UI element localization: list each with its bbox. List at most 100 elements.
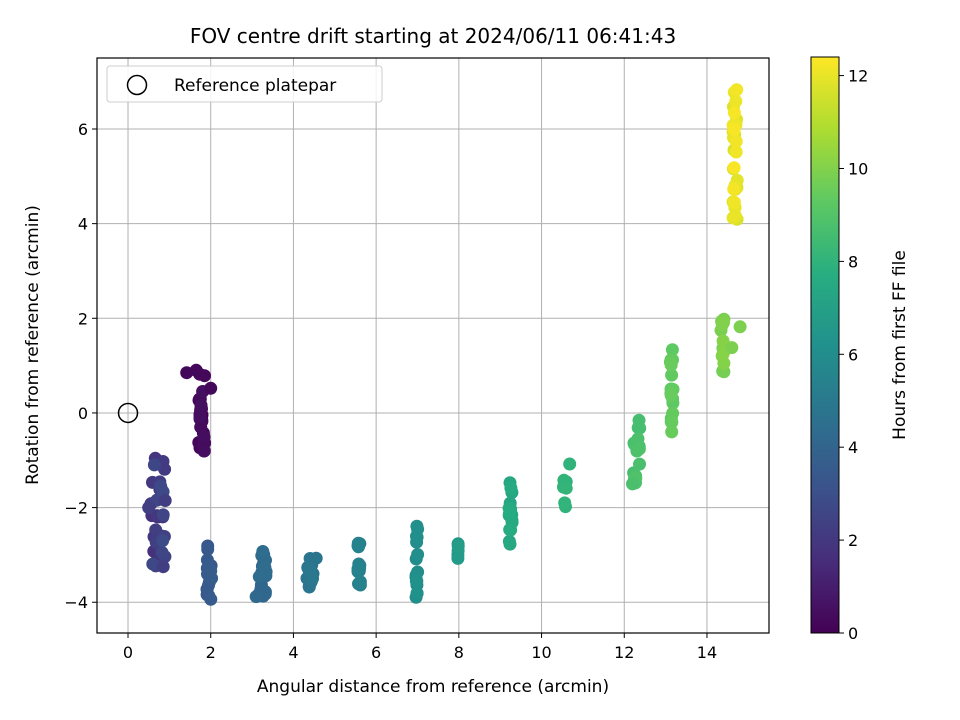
data-point (193, 410, 207, 424)
data-point (665, 343, 679, 357)
data-point (302, 563, 316, 577)
data-point (717, 356, 731, 370)
data-point (156, 508, 170, 522)
data-point (631, 432, 645, 446)
colorbar-gradient (810, 56, 840, 634)
data-point (665, 425, 679, 439)
data-point (451, 551, 465, 565)
data-point (727, 122, 741, 136)
data-point (632, 442, 646, 456)
data-point (729, 94, 743, 108)
data-point (351, 562, 365, 576)
colorbar-label: Hours from first FF file (890, 250, 910, 440)
y-tick-label: 0 (78, 404, 88, 423)
data-point (200, 582, 214, 596)
data-point (503, 537, 517, 551)
data-point (727, 106, 741, 120)
colorbar-tick-label: 0 (848, 624, 858, 643)
data-point (146, 557, 160, 571)
data-point (155, 546, 169, 559)
x-axis-label: Angular distance from reference (arcmin) (257, 677, 609, 697)
x-tick-label: 0 (123, 643, 133, 662)
data-point (633, 457, 646, 471)
data-point (410, 519, 424, 533)
legend-marker-icon (126, 74, 148, 96)
data-point (559, 481, 573, 495)
data-point (252, 570, 266, 584)
x-tick-label: 4 (288, 643, 298, 662)
y-axis-label: Rotation from reference (arcmin) (23, 205, 43, 485)
x-axis-ticks: 0 2 4 6 8 10 12 14 (123, 633, 717, 662)
data-point (503, 505, 517, 519)
colorbar-tick-label: 6 (848, 345, 858, 364)
colorbar-tick-label: 12 (848, 67, 868, 86)
plot-frame (96, 57, 770, 634)
y-tick-label: 2 (78, 309, 88, 328)
data-point (410, 586, 424, 600)
data-point (626, 477, 639, 491)
y-tick-label: 6 (78, 120, 88, 139)
y-tick-label: 4 (78, 215, 88, 234)
data-point (194, 420, 208, 434)
data-point (665, 368, 679, 382)
data-point (664, 388, 678, 402)
legend-label: Reference platepar (174, 76, 336, 96)
data-point (728, 209, 742, 223)
x-tick-label: 8 (454, 643, 464, 662)
data-point (725, 341, 739, 355)
colorbar-tick-label: 8 (848, 252, 858, 271)
data-points (142, 83, 747, 606)
data-point (197, 430, 211, 444)
data-point (727, 182, 741, 196)
grid (97, 58, 769, 633)
data-point (631, 421, 645, 435)
data-point (733, 320, 747, 334)
data-point (351, 539, 365, 553)
legend: Reference platepar (106, 65, 383, 103)
colorbar-tick-label: 4 (848, 438, 858, 457)
data-point (558, 496, 572, 510)
data-point (727, 195, 741, 209)
data-point (194, 398, 208, 412)
data-point (664, 358, 678, 372)
data-point (730, 83, 744, 97)
y-tick-label: −4 (64, 593, 88, 612)
data-point (504, 523, 518, 537)
data-point (156, 534, 170, 548)
data-point (142, 501, 156, 515)
colorbar-tick-label: 10 (848, 159, 868, 178)
data-point (729, 135, 743, 148)
x-tick-label: 12 (614, 643, 634, 662)
data-point (204, 381, 218, 395)
reference-marker (117, 402, 139, 424)
data-point (204, 592, 218, 606)
x-tick-label: 2 (206, 643, 216, 662)
data-point (205, 571, 219, 585)
data-point (256, 545, 270, 558)
data-point (411, 548, 425, 561)
data-point (410, 530, 424, 544)
data-point (715, 318, 729, 332)
x-tick-label: 14 (697, 643, 717, 662)
x-tick-label: 6 (371, 643, 381, 662)
reference-point (117, 402, 139, 424)
data-point (353, 575, 367, 589)
legend-box (106, 65, 383, 103)
data-point (147, 458, 161, 472)
colorbar-ticks: 0 2 4 6 8 10 12 (839, 67, 868, 643)
data-point (309, 551, 323, 565)
chart-title: FOV centre drift starting at 2024/06/11 … (190, 24, 676, 48)
y-tick-label: −2 (64, 499, 88, 518)
y-axis-ticks: −4 −2 0 2 4 6 (64, 120, 97, 612)
x-tick-label: 10 (531, 643, 551, 662)
data-point (729, 145, 743, 159)
colorbar-tick-label: 2 (848, 531, 858, 550)
data-point (504, 481, 518, 495)
data-point (665, 415, 679, 429)
data-point (249, 590, 263, 604)
data-point (158, 494, 172, 507)
data-point (189, 363, 203, 377)
data-point (201, 542, 215, 556)
data-point (727, 161, 741, 175)
